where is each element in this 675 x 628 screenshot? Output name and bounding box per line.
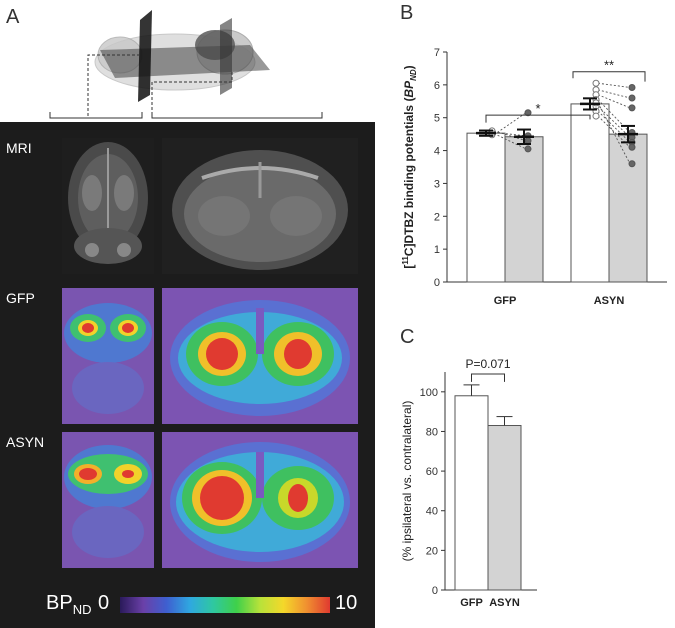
bar (570, 103, 610, 283)
colorbar-label: BPND (46, 592, 92, 617)
significance-bracket (485, 114, 591, 123)
slice-guide-lines (49, 54, 323, 119)
significance-bracket (572, 71, 646, 82)
asyn-horizontal-slice (62, 432, 154, 568)
chart-b: [11C]DTBZ binding potentials (BPND) 0 1 2 3 4… (401, 47, 667, 307)
row-label-mri: MRI (6, 140, 32, 156)
pair-line (493, 112, 527, 136)
pair-line (493, 133, 527, 150)
y-tick-label: 6 (434, 80, 440, 92)
pair-line (493, 132, 527, 137)
y-tick-label: 40 (426, 506, 438, 518)
y-axis-label: (% ipsilateral vs. contralateral) (400, 401, 414, 562)
significance-label: * (535, 101, 540, 116)
pair-line (493, 130, 527, 142)
brain-3d-render (94, 10, 270, 102)
panel-letter-b: B (400, 2, 414, 24)
y-tick-label: 1 (434, 244, 440, 256)
p-value-annotation: P=0.071 (465, 357, 510, 371)
colorbar-gradient (120, 597, 330, 613)
data-point (592, 112, 600, 120)
y-tick-label: 20 (426, 545, 438, 557)
y-tick-label: 60 (426, 466, 438, 478)
pair-line (597, 102, 631, 164)
y-axis-label: [11C]DTBZ binding potentials (BPND) (401, 65, 418, 268)
data-point (628, 143, 636, 151)
y-tick-label: 4 (434, 146, 440, 158)
y-tick-label: 3 (434, 178, 440, 190)
bar (608, 133, 648, 283)
colorbar-min: 0 (98, 592, 110, 614)
y-tick-label: 0 (434, 277, 440, 289)
bar (487, 425, 522, 591)
y-tick-label: 7 (434, 47, 440, 59)
data-point (592, 79, 600, 87)
y-tick-label: 80 (426, 426, 438, 438)
pair-line (597, 105, 631, 138)
gfp-horizontal-slice (62, 288, 154, 424)
row-label-gfp: GFP (6, 290, 35, 306)
y-tick-label: 2 (434, 211, 440, 223)
bar (454, 395, 489, 591)
pair-line (597, 94, 631, 109)
bar (504, 136, 544, 283)
data-point (524, 145, 532, 153)
x-tick-label: GFP (494, 295, 517, 307)
panel-letter-a: A (6, 6, 20, 28)
pair-line (597, 110, 631, 143)
pair-line (597, 89, 631, 99)
row-label-asyn: ASYN (6, 434, 45, 450)
panel-letter-c: C (400, 326, 415, 348)
data-point (628, 94, 636, 102)
slice-position-schematic (49, 10, 323, 119)
asyn-coronal-slice (162, 432, 358, 568)
y-tick-label: 100 (420, 387, 438, 399)
data-point (524, 109, 532, 117)
x-tick-label: ASYN (489, 597, 520, 609)
data-point (628, 104, 636, 112)
significance-bracket (471, 373, 505, 382)
y-tick-label: 0 (432, 585, 438, 597)
mri-horizontal-slice (62, 138, 154, 274)
imaging-panel: MRI GFP ASYN (0, 122, 375, 628)
mri-coronal-slice (162, 138, 358, 274)
x-tick-label: GFP (460, 597, 483, 609)
bar (466, 132, 506, 283)
colorbar-max: 10 (335, 592, 358, 614)
data-point (524, 137, 532, 145)
data-point (628, 160, 636, 168)
chart-c: (% ipsilateral vs. contralateral) 0 20 40 60… (400, 357, 537, 609)
significance-label: ** (604, 58, 614, 73)
pair-line (597, 82, 631, 88)
y-tick-label: 5 (434, 113, 440, 125)
gfp-coronal-slice (162, 288, 358, 424)
x-tick-label: ASYN (594, 295, 625, 307)
data-point (628, 83, 636, 91)
